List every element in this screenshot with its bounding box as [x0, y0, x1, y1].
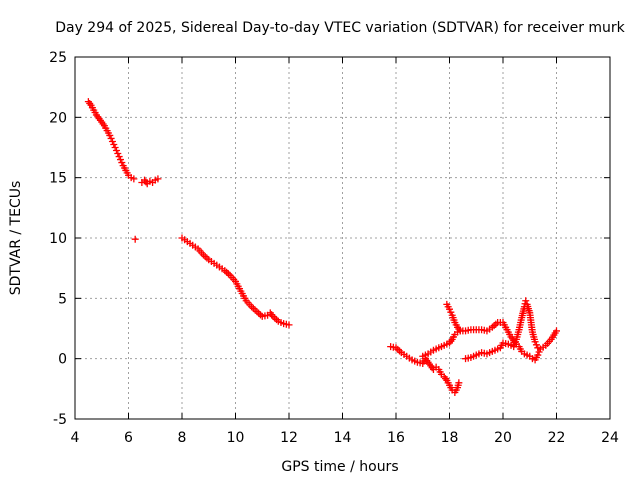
y-tick-label: 0: [58, 352, 67, 368]
series-seg1: [84, 98, 138, 183]
data-point: [553, 327, 560, 335]
y-tick-label: 10: [49, 231, 67, 247]
series-seg4: [387, 343, 463, 396]
grid: [75, 57, 610, 419]
x-tick-label: 24: [601, 430, 619, 446]
data-points: [84, 98, 560, 396]
data-point: [130, 175, 138, 183]
series-seg7: [462, 297, 542, 363]
data-point: [131, 235, 139, 243]
data-point: [455, 379, 463, 387]
data-point: [251, 306, 259, 314]
data-point: [534, 344, 542, 352]
x-tick-label: 12: [280, 430, 298, 446]
data-point: [253, 308, 261, 316]
data-point: [447, 308, 455, 316]
data-point: [118, 159, 126, 167]
data-point: [271, 314, 279, 322]
data-point: [115, 153, 123, 161]
series-seg2: [138, 175, 162, 188]
y-tick-label: -5: [53, 412, 67, 428]
data-point: [201, 253, 209, 261]
x-tick-label: 22: [548, 430, 566, 446]
x-tick-label: 4: [71, 430, 80, 446]
y-axis-label: SDTVAR / TECUs: [8, 181, 24, 296]
data-point: [532, 341, 540, 349]
x-tick-label: 10: [227, 430, 245, 446]
y-tick-label: 15: [49, 171, 67, 187]
y-tick-label: 5: [58, 291, 67, 307]
x-tick-label: 6: [124, 430, 133, 446]
data-point: [285, 321, 293, 329]
plot-frame: [74, 56, 611, 420]
data-point: [154, 175, 162, 183]
data-point: [107, 134, 115, 142]
data-point: [110, 140, 118, 148]
series-seg5: [419, 318, 560, 364]
data-point: [106, 131, 114, 139]
x-tick-label: 18: [441, 430, 459, 446]
chart-title: Day 294 of 2025, Sidereal Day-to-day VTE…: [55, 20, 625, 36]
data-point: [522, 297, 530, 305]
data-point: [224, 270, 232, 278]
data-point: [490, 322, 498, 330]
x-tick-label: 8: [178, 430, 187, 446]
data-point: [535, 348, 543, 356]
data-point: [255, 309, 263, 317]
y-tick-label: 25: [49, 50, 67, 66]
data-point: [256, 311, 264, 319]
data-point: [249, 304, 257, 312]
x-tick-label: 20: [494, 430, 512, 446]
series-isolated: [131, 235, 139, 243]
x-axis-label: GPS time / hours: [281, 459, 398, 475]
data-point: [492, 320, 500, 328]
data-point: [446, 305, 453, 313]
data-point: [116, 156, 124, 164]
x-tick-label: 16: [387, 430, 405, 446]
data-point: [112, 147, 120, 155]
data-point: [223, 268, 231, 276]
data-point: [114, 150, 122, 158]
data-point: [534, 351, 542, 359]
data-point: [456, 327, 464, 335]
x-tick-label: 14: [334, 430, 352, 446]
tick-labels: 4 6 8 10 12 14 16 18 20 22 24 -5 0 5 10 15 20 25: [49, 50, 619, 446]
y-tick-label: 20: [49, 110, 67, 126]
data-point: [396, 347, 404, 355]
series-seg6: [443, 300, 464, 335]
data-point: [203, 254, 211, 262]
data-point: [108, 137, 116, 145]
data-point: [531, 338, 539, 346]
series-seg3: [178, 234, 293, 329]
data-point: [111, 144, 119, 151]
